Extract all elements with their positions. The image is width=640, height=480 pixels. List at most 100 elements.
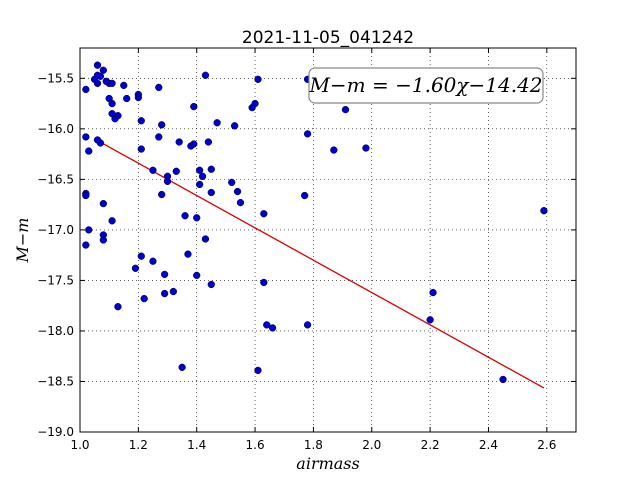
x-axis-label: airmass (296, 454, 359, 473)
data-point (123, 94, 131, 103)
data-point (82, 241, 90, 249)
data-point (362, 144, 370, 152)
data-point (149, 257, 157, 265)
x-tick-label: 2.6 (537, 438, 556, 452)
data-point (301, 191, 309, 200)
data-point (195, 166, 204, 174)
data-point (96, 139, 105, 147)
data-point (137, 252, 145, 260)
data-point (163, 177, 172, 186)
data-point (201, 71, 210, 79)
data-point (341, 105, 350, 114)
data-point (207, 165, 215, 173)
annotation-text: M−m = −1.60χ−14.42 (308, 73, 542, 97)
data-points (82, 61, 548, 384)
data-point (233, 187, 242, 196)
x-tick-label: 1.0 (70, 438, 89, 452)
data-point (85, 147, 93, 155)
y-axis-label: M−m (13, 218, 32, 264)
chart-title: 2021-11-05_041242 (242, 28, 414, 48)
data-point (140, 294, 148, 303)
data-point (230, 122, 239, 130)
data-point (96, 72, 105, 80)
data-point (193, 271, 201, 280)
data-point (131, 264, 140, 272)
data-point (158, 190, 166, 199)
data-point (99, 199, 107, 208)
data-point (228, 178, 236, 187)
x-tick-label: 1.8 (304, 438, 323, 452)
data-point (268, 324, 277, 332)
data-point (155, 83, 163, 92)
data-point (108, 217, 116, 225)
data-point (429, 288, 437, 297)
data-point (99, 66, 107, 74)
y-tick-label: −17.0 (37, 223, 74, 237)
data-point (181, 212, 189, 220)
data-point (213, 119, 221, 127)
x-axis-ticks: 1.0 1.2 1.4 1.6 1.8 2.0 2.2 2.4 2.6 (70, 48, 556, 452)
data-point (201, 235, 210, 243)
data-point (137, 145, 145, 153)
data-point (108, 79, 116, 88)
data-point (198, 172, 207, 180)
data-point (426, 316, 434, 324)
y-tick-label: −19.0 (37, 425, 74, 439)
y-axis-ticks: −15.5 −16.0 −16.5 −17.0 −17.5 −18.0 −18.5 −19.0 (37, 71, 576, 439)
data-point (93, 79, 102, 88)
data-point (260, 278, 268, 287)
data-point (172, 167, 180, 175)
fit-annotation: M−m = −1.60χ−14.42 (308, 67, 544, 104)
data-point (251, 99, 259, 108)
data-point (254, 366, 262, 375)
x-tick-label: 1.2 (129, 438, 148, 452)
data-point (99, 236, 107, 244)
x-tick-label: 1.6 (246, 438, 265, 452)
data-point (263, 321, 271, 329)
data-point (499, 375, 507, 384)
data-point (82, 133, 90, 141)
data-point (108, 99, 116, 108)
data-point (149, 166, 157, 174)
data-point (169, 287, 178, 296)
data-point (193, 214, 201, 222)
y-tick-label: −16.5 (37, 172, 74, 186)
data-point (178, 363, 186, 371)
data-point (158, 121, 166, 129)
data-point (134, 93, 143, 102)
x-tick-label: 2.4 (479, 438, 498, 452)
y-tick-label: −18.0 (37, 324, 74, 338)
data-point (82, 85, 90, 94)
y-tick-label: −16.0 (37, 122, 74, 136)
y-tick-label: −15.5 (37, 71, 74, 85)
data-point (303, 321, 312, 329)
data-point (330, 146, 338, 154)
data-point (207, 188, 215, 197)
data-point (137, 117, 145, 125)
data-point (260, 210, 268, 218)
data-point (160, 289, 169, 298)
x-tick-label: 2.0 (362, 438, 381, 452)
y-tick-label: −18.5 (37, 374, 74, 388)
data-point (114, 112, 122, 120)
x-tick-label: 1.4 (187, 438, 206, 452)
data-point (184, 250, 192, 258)
data-point (190, 102, 198, 111)
gridlines (79, 48, 576, 433)
annotation-box (308, 67, 544, 104)
data-point (160, 270, 169, 279)
data-point (254, 75, 262, 83)
plot-frame (79, 47, 577, 433)
data-point (82, 191, 90, 200)
data-point (114, 303, 122, 311)
x-tick-label: 2.2 (421, 438, 440, 452)
data-point (195, 180, 204, 189)
data-point (120, 81, 128, 90)
y-tick-label: −17.5 (37, 273, 74, 287)
data-point (190, 140, 198, 148)
data-point (85, 226, 93, 234)
data-point (303, 130, 312, 138)
data-point (207, 280, 215, 289)
data-point (204, 138, 213, 146)
